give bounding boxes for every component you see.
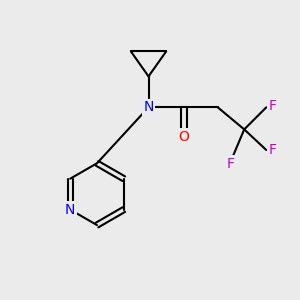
Text: F: F — [269, 143, 277, 157]
Text: F: F — [227, 157, 235, 171]
Text: O: O — [178, 130, 189, 144]
Text: N: N — [143, 100, 154, 114]
Text: N: N — [65, 202, 75, 217]
Text: F: F — [269, 99, 277, 113]
